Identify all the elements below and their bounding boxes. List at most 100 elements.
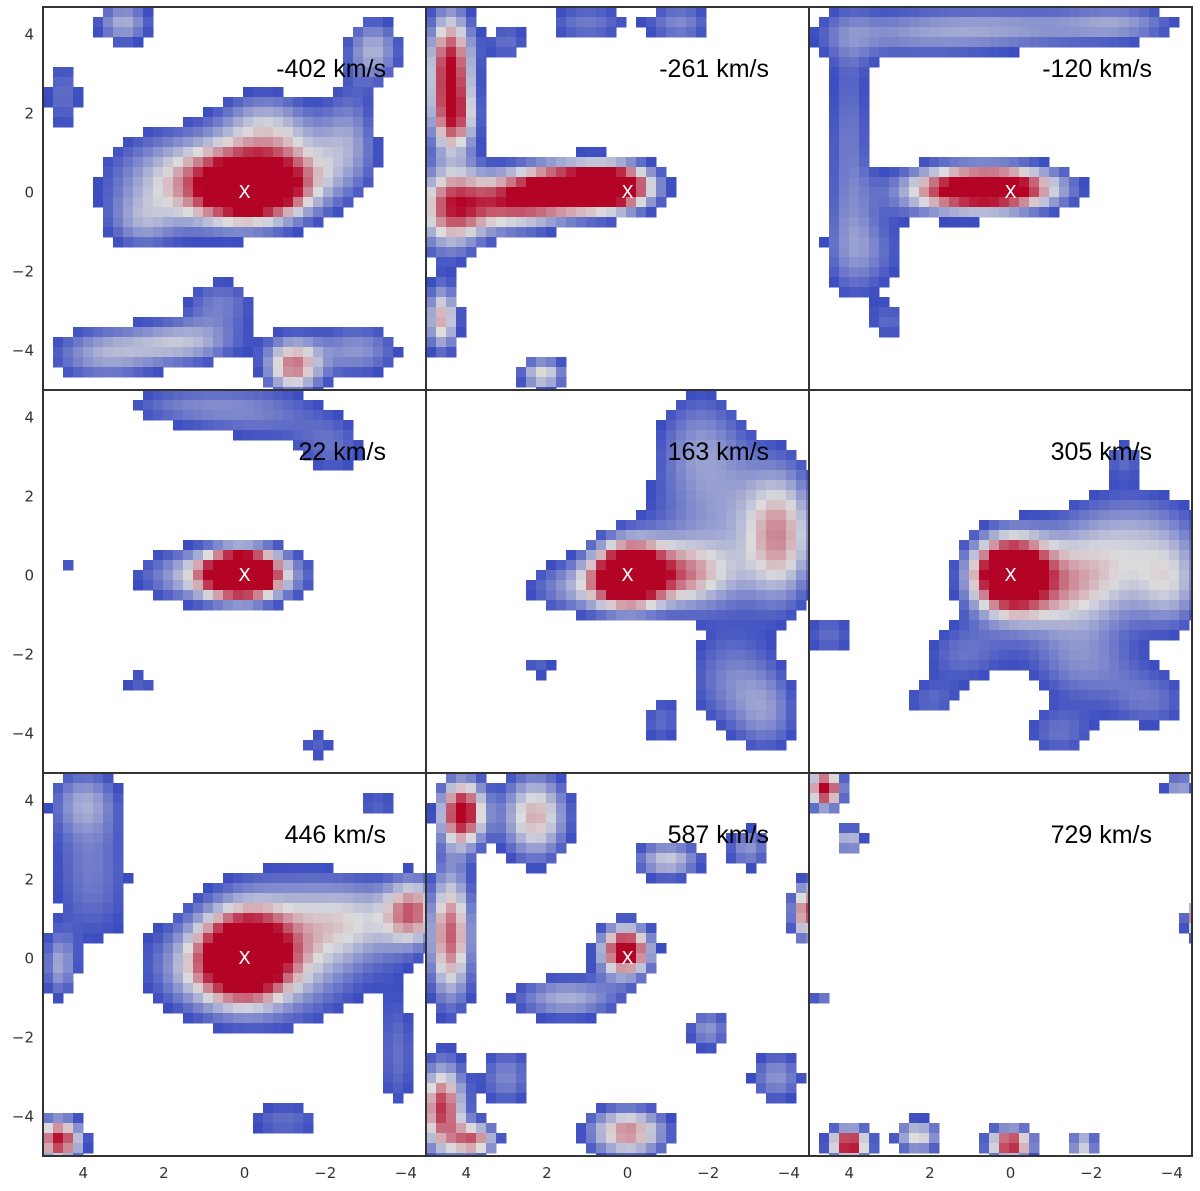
heatmap-cell: [233, 187, 244, 198]
heatmap-cell: [1099, 610, 1110, 621]
heatmap-cell: [273, 1013, 284, 1024]
heatmap-cell: [839, 127, 850, 138]
heatmap-cell: [929, 1123, 940, 1134]
heatmap-cell: [979, 37, 990, 48]
heatmap-cell: [253, 197, 264, 208]
heatmap-cell: [243, 107, 254, 118]
heatmap-cell: [426, 1083, 437, 1094]
heatmap-cell: [193, 590, 204, 601]
heatmap-cell: [1009, 207, 1020, 218]
heatmap-cell: [999, 660, 1010, 671]
heatmap-cell: [233, 913, 244, 924]
heatmap-cell: [1049, 720, 1060, 731]
heatmap-cell: [213, 903, 224, 914]
heatmap-cell: [436, 227, 447, 238]
heatmap-cell: [323, 460, 334, 471]
heatmap-cell: [83, 367, 94, 378]
heatmap-cell: [1029, 630, 1040, 641]
heatmap-cell: [1009, 610, 1020, 621]
heatmap-cell: [1069, 570, 1080, 581]
heatmap-cell: [1029, 650, 1040, 661]
heatmap-cell: [193, 337, 204, 348]
heatmap-cell: [919, 700, 930, 711]
heatmap-cell: [243, 923, 254, 934]
heatmap-cell: [716, 670, 727, 681]
heatmap-cell: [989, 650, 1000, 661]
heatmap-cell: [806, 590, 809, 601]
heatmap-cell: [223, 107, 234, 118]
heatmap-cell: [756, 630, 767, 641]
heatmap-cell: [253, 943, 264, 954]
heatmap-cell: [373, 367, 384, 378]
heatmap-cell: [636, 570, 647, 581]
heatmap-cell: [203, 297, 214, 308]
heatmap-cell: [829, 37, 840, 48]
heatmap-cell: [263, 217, 274, 228]
heatmap-cell: [333, 147, 344, 158]
heatmap-cell: [656, 440, 667, 451]
heatmap-cell: [153, 347, 164, 358]
heatmap-cell: [1129, 680, 1140, 691]
heatmap-cell: [243, 307, 254, 318]
heatmap-cell: [656, 943, 667, 954]
heatmap-cell: [736, 833, 747, 844]
heatmap-cell: [373, 903, 384, 914]
heatmap-cell: [786, 570, 797, 581]
heatmap-cell: [1109, 590, 1120, 601]
heatmap-cell: [486, 793, 497, 804]
heatmap-cell: [849, 1123, 860, 1134]
heatmap-cell: [949, 680, 960, 691]
heatmap-cell: [283, 207, 294, 218]
heatmap-cell: [666, 843, 677, 854]
heatmap-cell: [233, 237, 244, 248]
heatmap-cell: [143, 410, 154, 421]
heatmap-cell: [123, 217, 134, 228]
heatmap-cell: [1029, 640, 1040, 651]
heatmap-cell: [456, 17, 467, 28]
heatmap-cell: [736, 540, 747, 551]
heatmap-cell: [363, 933, 374, 944]
heatmap-cell: [313, 943, 324, 954]
heatmap-cell: [606, 1133, 617, 1144]
heatmap-cell: [696, 530, 707, 541]
heatmap-cell: [143, 157, 154, 168]
heatmap-cell: [426, 903, 437, 914]
heatmap-cell: [333, 117, 344, 128]
heatmap-cell: [696, 450, 707, 461]
heatmap-cell: [303, 207, 314, 218]
heatmap-cell: [676, 520, 687, 531]
heatmap-cell: [666, 853, 677, 864]
heatmap-cell: [323, 420, 334, 431]
heatmap-cell: [1149, 630, 1160, 641]
heatmap-cell: [303, 973, 314, 984]
heatmap-cell: [313, 357, 324, 368]
heatmap-cell: [506, 813, 517, 824]
heatmap-cell: [726, 540, 737, 551]
heatmap-cell: [746, 720, 757, 731]
heatmap-cell: [1089, 7, 1100, 18]
heatmap-cell: [839, 177, 850, 188]
heatmap-cell: [686, 530, 697, 541]
heatmap-cell: [333, 337, 344, 348]
heatmap-cell: [153, 187, 164, 198]
heatmap-cell: [456, 1143, 467, 1154]
heatmap-cell: [456, 1003, 467, 1014]
heatmap-cell: [273, 387, 284, 390]
heatmap-cell: [706, 390, 717, 401]
heatmap-cell: [43, 983, 54, 994]
heatmap-cell: [213, 580, 224, 591]
heatmap-cell: [666, 177, 677, 188]
heatmap-cell: [939, 630, 950, 641]
heatmap-cell: [123, 337, 134, 348]
heatmap-cell: [273, 580, 284, 591]
heatmap-cell: [616, 1103, 627, 1114]
heatmap-cell: [1139, 27, 1150, 38]
heatmap-cell: [233, 347, 244, 358]
heatmap-cell: [606, 933, 617, 944]
heatmap-cell: [233, 390, 244, 401]
heatmap-cell: [746, 540, 757, 551]
heatmap-cell: [303, 903, 314, 914]
x-tick-label: −2: [697, 1164, 719, 1182]
heatmap-cell: [383, 963, 394, 974]
heatmap-cell: [919, 17, 930, 28]
